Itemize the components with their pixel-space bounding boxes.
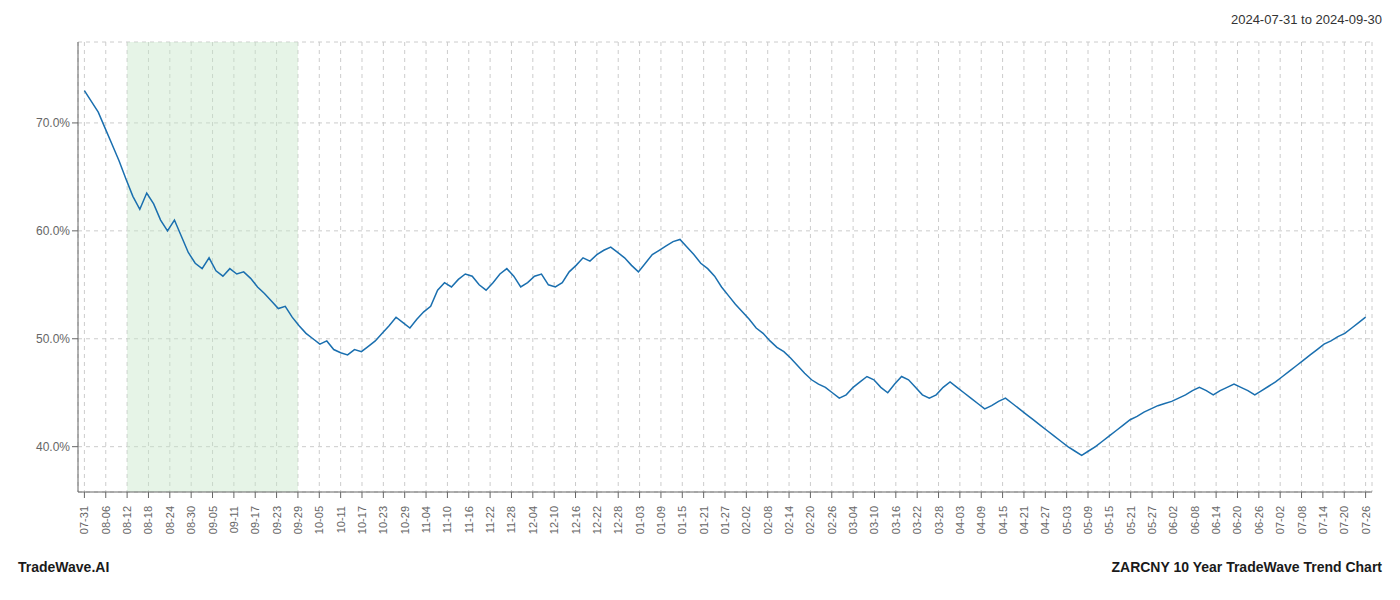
svg-text:01-09: 01-09	[655, 506, 667, 534]
svg-text:08-18: 08-18	[142, 506, 154, 534]
svg-text:03-04: 03-04	[847, 506, 859, 534]
svg-text:01-21: 01-21	[698, 506, 710, 534]
svg-text:08-12: 08-12	[121, 506, 133, 534]
svg-text:09-23: 09-23	[271, 506, 283, 534]
svg-text:02-08: 02-08	[762, 506, 774, 534]
svg-text:04-09: 04-09	[975, 506, 987, 534]
svg-text:04-15: 04-15	[997, 506, 1009, 534]
svg-text:05-15: 05-15	[1103, 506, 1115, 534]
svg-text:07-14: 07-14	[1317, 506, 1329, 534]
svg-text:10-17: 10-17	[356, 506, 368, 534]
svg-text:05-09: 05-09	[1082, 506, 1094, 534]
svg-text:12-16: 12-16	[570, 506, 582, 534]
svg-text:01-03: 01-03	[634, 506, 646, 534]
svg-text:60.0%: 60.0%	[36, 224, 70, 238]
svg-text:12-22: 12-22	[591, 506, 603, 534]
svg-text:09-17: 09-17	[249, 506, 261, 534]
svg-text:12-28: 12-28	[612, 506, 624, 534]
svg-text:02-26: 02-26	[826, 506, 838, 534]
svg-text:10-05: 10-05	[313, 506, 325, 534]
svg-text:50.0%: 50.0%	[36, 332, 70, 346]
svg-text:03-10: 03-10	[868, 506, 880, 534]
svg-text:01-27: 01-27	[719, 506, 731, 534]
svg-text:09-29: 09-29	[292, 506, 304, 534]
svg-text:08-06: 08-06	[100, 506, 112, 534]
svg-text:02-02: 02-02	[740, 506, 752, 534]
svg-text:06-14: 06-14	[1210, 506, 1222, 534]
svg-text:40.0%: 40.0%	[36, 440, 70, 454]
svg-text:06-20: 06-20	[1231, 506, 1243, 534]
svg-text:06-02: 06-02	[1167, 506, 1179, 534]
svg-text:07-02: 07-02	[1274, 506, 1286, 534]
svg-text:07-26: 07-26	[1360, 506, 1372, 534]
svg-text:10-11: 10-11	[335, 506, 347, 533]
svg-text:10-29: 10-29	[399, 506, 411, 534]
svg-text:07-31: 07-31	[78, 506, 90, 534]
svg-text:05-03: 05-03	[1061, 506, 1073, 534]
svg-text:08-30: 08-30	[185, 506, 197, 534]
svg-text:03-22: 03-22	[911, 506, 923, 534]
svg-text:12-10: 12-10	[548, 506, 560, 534]
svg-text:06-08: 06-08	[1189, 506, 1201, 534]
svg-text:09-05: 09-05	[207, 506, 219, 534]
svg-text:03-16: 03-16	[890, 506, 902, 534]
html-text:TradeWave.AI: TradeWave.AI	[18, 559, 110, 575]
svg-text:05-27: 05-27	[1146, 506, 1158, 534]
svg-text:03-28: 03-28	[933, 506, 945, 534]
svg-text:01-15: 01-15	[676, 506, 688, 534]
html-text:ZARCNY 10 Year TradeWave Trend: ZARCNY 10 Year TradeWave Trend Chart	[1111, 559, 1382, 575]
svg-text:10-23: 10-23	[377, 506, 389, 534]
html-text:2024-07-31 to 2024-09-30: 2024-07-31 to 2024-09-30	[1230, 12, 1382, 27]
svg-text:12-04: 12-04	[527, 506, 539, 534]
svg-text:05-21: 05-21	[1125, 506, 1137, 534]
svg-text:11-10: 11-10	[441, 506, 453, 533]
svg-text:02-20: 02-20	[804, 506, 816, 534]
svg-text:04-03: 04-03	[954, 506, 966, 534]
svg-text:11-22: 11-22	[484, 506, 496, 533]
svg-text:08-24: 08-24	[164, 506, 176, 534]
svg-text:11-16: 11-16	[463, 506, 475, 533]
svg-text:07-20: 07-20	[1338, 506, 1350, 534]
svg-text:70.0%: 70.0%	[36, 116, 70, 130]
svg-text:11-28: 11-28	[505, 506, 517, 533]
svg-text:04-27: 04-27	[1039, 506, 1051, 534]
svg-text:11-04: 11-04	[420, 506, 432, 533]
svg-text:09-11: 09-11	[228, 506, 240, 533]
svg-text:04-21: 04-21	[1018, 506, 1030, 534]
svg-text:06-26: 06-26	[1253, 506, 1265, 534]
svg-text:02-14: 02-14	[783, 506, 795, 534]
svg-text:07-08: 07-08	[1296, 506, 1308, 534]
